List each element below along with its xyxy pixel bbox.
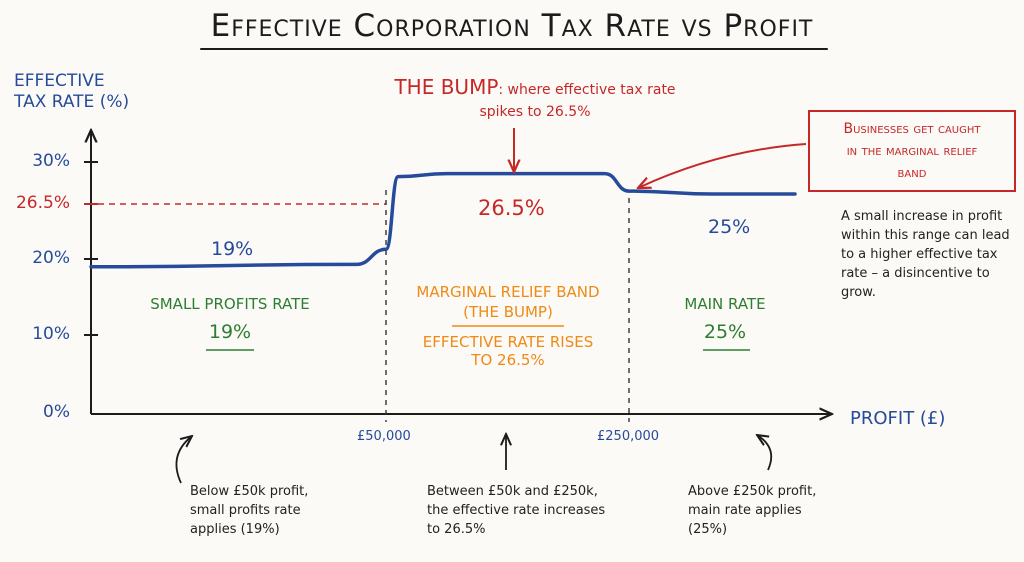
note-right-arrow bbox=[757, 435, 773, 471]
zone-small-title: SMALL PROFITS RATE bbox=[150, 295, 310, 313]
title-underline bbox=[200, 48, 828, 50]
side-note: A small increase in profit within this r… bbox=[841, 209, 1010, 300]
callout-box: Businesses get caught in the marginal re… bbox=[808, 110, 1016, 192]
zone-marginal-sub2: TO 26.5% bbox=[471, 351, 545, 369]
y-axis-label: EFFECTIVE TAX RATE (%) bbox=[14, 71, 129, 113]
callout-line2: in the marginal relief bbox=[846, 143, 978, 159]
bump-annotation: THE BUMP: where effective tax rate spike… bbox=[300, 76, 770, 123]
x-axis-label: PROFIT (£) bbox=[850, 408, 946, 429]
callout-line3: band bbox=[897, 165, 927, 181]
y-tick-label-26-5: 26.5% bbox=[15, 193, 70, 213]
y-tick-label-20: 20% bbox=[32, 248, 70, 268]
y-tick-label-30: 30% bbox=[32, 151, 70, 171]
bump-annotation-text2: spikes to 26.5% bbox=[479, 104, 591, 120]
bump-annotation-text1: : where effective tax rate bbox=[498, 82, 676, 98]
x-tick-label-250k: £250,000 bbox=[597, 429, 660, 444]
note-below-50k: Below £50k profit, small profits rate ap… bbox=[190, 484, 309, 537]
x-tick-label-50k: £50,000 bbox=[357, 429, 411, 444]
zone-marginal-title1: MARGINAL RELIEF BAND bbox=[416, 283, 600, 301]
zone-small-rate: 19% bbox=[208, 321, 252, 343]
zone-marginal-title2: (THE BUMP) bbox=[463, 303, 553, 321]
y-tick-label-0: 0% bbox=[43, 402, 70, 422]
zone-small-profits: SMALL PROFITS RATE 19% bbox=[120, 295, 340, 343]
zone-main-rate-value: 25% bbox=[703, 321, 747, 343]
y-axis-label-line1: EFFECTIVE bbox=[14, 71, 105, 91]
note-left-arrow bbox=[175, 436, 192, 484]
chart-title: Effective Corporation Tax Rate vs Profit bbox=[210, 8, 814, 44]
note-above-250k: Above £250k profit, main rate applies (2… bbox=[688, 484, 817, 537]
callout-line1: Businesses get caught bbox=[843, 121, 981, 137]
y-axis-label-line2: TAX RATE (%) bbox=[14, 92, 130, 112]
note-between: Between £50k and £250k, the effective ra… bbox=[427, 484, 606, 537]
line-label-left: 19% bbox=[211, 238, 254, 260]
callout-arrow bbox=[638, 143, 807, 188]
line-label-peak: 26.5% bbox=[478, 196, 545, 220]
zone-marginal-sub1: EFFECTIVE RATE RISES bbox=[422, 333, 594, 351]
zone-main-rate: MAIN RATE 25% bbox=[630, 295, 820, 343]
zone-main-title: MAIN RATE bbox=[684, 295, 766, 313]
bump-annotation-head: THE BUMP bbox=[394, 75, 499, 99]
line-label-right: 25% bbox=[708, 216, 751, 238]
y-tick-label-10: 10% bbox=[32, 324, 70, 344]
effective-rate-line bbox=[89, 171, 797, 269]
zone-marginal-relief: MARGINAL RELIEF BAND (THE BUMP) EFFECTIV… bbox=[388, 283, 628, 369]
